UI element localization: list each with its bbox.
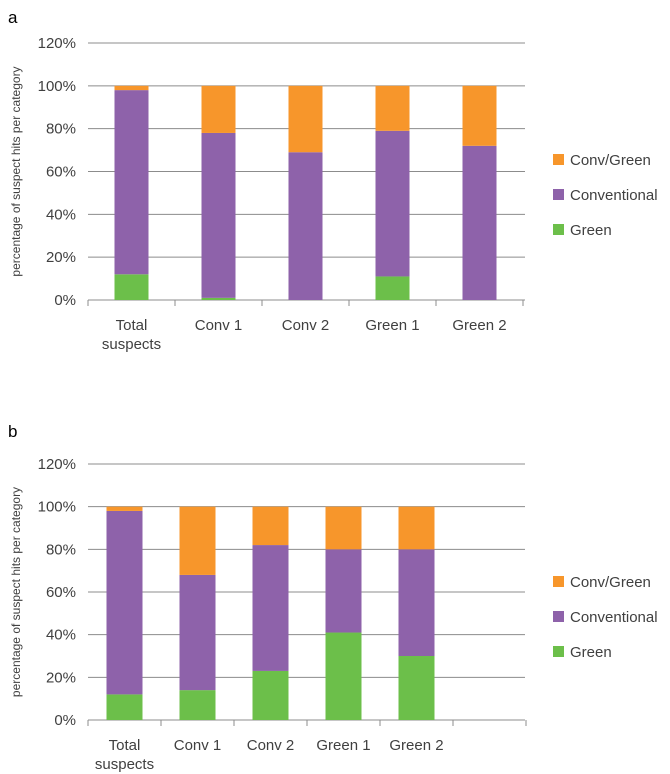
bar-segment-conventional	[288, 152, 323, 300]
x-category-label: Green 2	[452, 317, 506, 334]
bar-segment-conventional	[114, 90, 149, 275]
legend-label: Conventional	[570, 609, 658, 626]
y-tick-label: 100%	[38, 78, 76, 95]
bar-segment-conventional	[201, 132, 236, 298]
legend-swatch	[553, 611, 564, 622]
x-category-label: Conv 2	[282, 317, 330, 334]
y-tick-label: 60%	[46, 164, 76, 181]
bar-segment-conventional	[325, 549, 362, 633]
bar-segment-conv-green	[325, 506, 362, 550]
bar-segment-green	[106, 694, 143, 720]
y-tick-label: 120%	[38, 456, 76, 473]
x-category-label: Conv 2	[247, 737, 295, 754]
bar-segment-conv-green	[201, 85, 236, 133]
bar-segment-conventional	[462, 145, 497, 300]
chart-panel-b: b 0% 20% 40% 60% 80% 100% 120% Total suspects Con…	[0, 420, 670, 774]
panel-label-a: a	[8, 8, 18, 27]
bar-segment-conv-green	[462, 85, 497, 146]
y-tick-label: 120%	[38, 35, 76, 52]
bar-segment-conv-green	[179, 506, 216, 575]
x-category-label: Green 1	[316, 737, 370, 754]
x-category-label: Green 1	[365, 317, 419, 334]
y-tick-label: 80%	[46, 121, 76, 138]
x-category-label: Green 2	[389, 737, 443, 754]
legend-swatch	[553, 154, 564, 165]
y-tick-label: 40%	[46, 627, 76, 644]
bar-segment-green	[179, 690, 216, 720]
x-category-label: Conv 1	[195, 317, 243, 334]
x-category-label: Total suspects	[102, 317, 161, 353]
legend-label: Conventional	[570, 187, 658, 204]
bar-segment-conv-green	[252, 506, 289, 546]
y-tick-label: 60%	[46, 584, 76, 601]
stacked-bar-chart-a: 0% 20% 40% 60% 80% 100% 120% Total suspects Conv …	[9, 35, 658, 353]
y-tick-label: 80%	[46, 541, 76, 558]
y-tick-label: 100%	[38, 499, 76, 516]
legend-swatch	[553, 576, 564, 587]
y-axis-title: percentage of suspect hits per category	[9, 487, 23, 697]
legend-label: Conv/Green	[570, 574, 651, 591]
legend-label: Conv/Green	[570, 152, 651, 169]
bar-segment-green	[325, 632, 362, 720]
legend-swatch	[553, 224, 564, 235]
y-tick-label: 20%	[46, 669, 76, 686]
bar-segment-conventional	[398, 549, 435, 656]
y-tick-label: 0%	[54, 712, 76, 729]
bar-segment-green	[398, 656, 435, 720]
bar-segment-conventional	[179, 574, 216, 691]
bar-segment-conventional	[106, 510, 143, 695]
bar-segment-green	[375, 276, 410, 300]
y-tick-label: 0%	[54, 292, 76, 309]
bar-segment-green	[114, 274, 149, 300]
y-tick-label: 40%	[46, 206, 76, 223]
chart-panel-a: a 0% 20% 40% 60% 80% 100% 120% Total suspects Con…	[0, 0, 670, 380]
bar-segment-conventional	[375, 130, 410, 277]
stacked-bar-chart-b: 0% 20% 40% 60% 80% 100% 120% Total suspects Conv …	[9, 456, 658, 773]
bar-segment-conventional	[252, 545, 289, 671]
legend-label: Green	[570, 222, 612, 239]
bar-segment-green	[252, 670, 289, 720]
bar-segment-conv-green	[375, 85, 410, 131]
x-category-label: Conv 1	[174, 737, 222, 754]
y-tick-label: 20%	[46, 249, 76, 266]
bar-segment-conv-green	[288, 85, 323, 153]
bar-segment-conv-green	[114, 85, 149, 91]
legend-label: Green	[570, 644, 612, 661]
legend-swatch	[553, 646, 564, 657]
panel-label-b: b	[8, 422, 18, 441]
legend-swatch	[553, 189, 564, 200]
bar-segment-conv-green	[398, 506, 435, 550]
y-axis-title: percentage of suspect hits per category	[9, 66, 23, 276]
bar-segment-conv-green	[106, 506, 143, 511]
bar-segment-green	[201, 297, 236, 300]
x-category-label: Total suspects	[95, 737, 154, 773]
